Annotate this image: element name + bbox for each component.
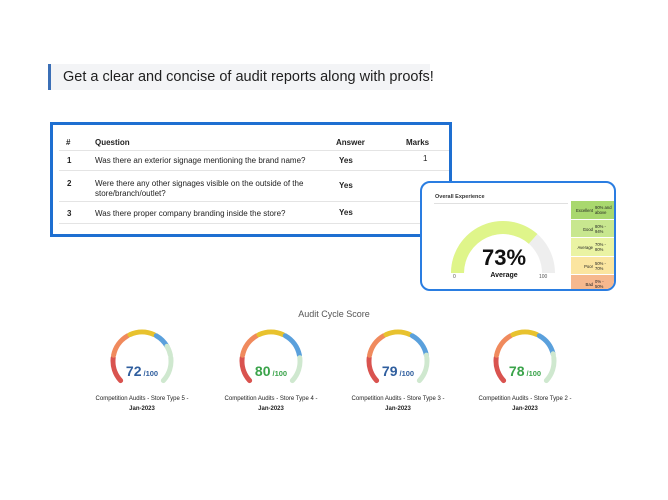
overall-rating: Average [490,272,518,279]
ring-segment-blue [536,333,556,357]
gauge-fill [451,220,538,273]
row-number: 2 [67,179,72,188]
legend-bad: Bad 0% -50% [571,275,614,289]
audit-report-table: # Question Answer Marks 1 Was there an e… [50,122,452,237]
ring-segment-red [110,355,124,384]
score-out-of: /100 [272,369,288,378]
legend-name: Excellent [576,208,593,213]
score-label: Competition Audits - Store Type 4 - [224,396,318,402]
score-value: 80/100 [206,363,336,381]
ring-segment-unfilled [289,355,303,384]
ring-segment-orange [111,333,131,358]
score-out-of: /100 [526,369,542,378]
overall-experience-title: Overall Experience [435,194,485,200]
row-question: Were there any other signages visible on… [95,179,304,188]
legend-name: Average [577,245,593,250]
legend-range: 0% -50% [595,279,604,289]
legend-average: Average 70% -80% [571,238,614,257]
ring-segment-yellow [127,329,157,338]
legend-name: Bad [585,282,593,287]
ring-segment-unfilled [543,355,557,384]
overall-percent: 73% [481,245,527,270]
legend-poor: Poor 50% -70% [571,256,614,275]
legend-range: 80% -94% [595,223,606,234]
score-number: 78 [508,363,525,379]
ring-segment-unfilled [164,343,173,358]
gauge-max-label: 100 [539,274,548,280]
divider [59,201,449,202]
ring-segment-red [366,355,380,384]
score-ring [239,329,303,384]
score-label: Competition Audits - Store Type 2 - [478,396,572,402]
row-answer: Yes [339,181,353,190]
score-value: 79/100 [333,363,463,381]
ring-segment-yellow [383,329,413,338]
row-marks: 1 [423,154,428,163]
ring-segment-red [493,355,507,384]
score-number: 79 [381,363,398,379]
header-number: # [66,138,71,147]
legend-good: Good 80% -94% [571,219,614,238]
row-answer: Yes [339,156,353,165]
header-marks: Marks [406,138,430,147]
legend-excellent: Excellent 90% and above [571,201,614,220]
overall-gauge [451,220,555,273]
score-label: Competition Audits - Store Type 5 - [95,396,189,402]
ring-segment-yellow [510,329,540,338]
score-date: Jan-2023 [385,406,411,412]
score-out-of: /100 [399,369,415,378]
row-number: 3 [67,209,72,218]
score-date: Jan-2023 [512,406,538,412]
ring-segment-orange [367,333,387,358]
row-question: Was there an exterior signage mentioning… [95,156,306,165]
legend-name: Good [582,226,593,232]
row-question-line2: store/branch/outlet? [95,189,166,198]
audit-cycle-title: Audit Cycle Score [298,309,370,319]
legend-name: Poor [584,263,593,269]
score-ring [366,329,430,384]
score-label: Competition Audits - Store Type 3 - [351,396,445,402]
score-out-of: /100 [143,369,159,378]
headline-banner: Get a clear and concise of audit reports… [48,64,434,90]
overall-experience-card: Overall Experience 73% Average 0 100 Exc… [420,181,616,291]
ring-segment-red [239,355,253,384]
row-number: 1 [67,156,72,165]
score-number: 72 [125,363,142,379]
rating-legend: Excellent 90% and above Good 80% -94% Ave… [571,201,614,289]
legend-range: 50% -70% [595,260,606,271]
headline-text: Get a clear and concise of audit reports… [63,69,434,85]
score-value: 72/100 [77,363,207,381]
divider [59,223,449,224]
divider [434,203,568,204]
score-date: Jan-2023 [258,406,284,412]
legend-range: 90% and above [595,205,612,215]
score-value: 78/100 [460,363,590,381]
ring-segment-orange [240,333,260,358]
row-answer: Yes [339,208,353,217]
ring-segment-blue [282,333,302,358]
divider [59,150,449,151]
ring-segment-unfilled [416,355,430,384]
score-number: 80 [254,363,271,379]
score-date: Jan-2023 [129,406,155,412]
header-question: Question [95,138,130,147]
legend-range: 70% -80% [595,242,606,252]
gauge-min-label: 0 [453,274,456,280]
divider [59,170,449,171]
ring-segment-unfilled [160,355,174,384]
ring-segment-orange [494,333,514,358]
ring-segment-yellow [256,329,286,338]
row-question: Was there proper company branding inside… [95,209,286,218]
header-answer: Answer [336,138,365,147]
score-ring [493,329,557,384]
score-ring [110,329,174,384]
ring-segment-blue [409,333,429,358]
